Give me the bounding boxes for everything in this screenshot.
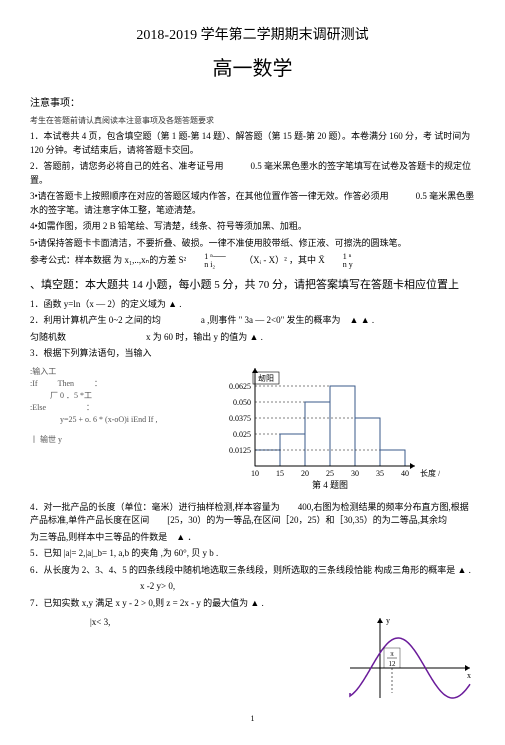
histogram: 刼阳 0.0625 0.050 0.0375 0.025 0.0125 10 15 20 25 30… [210, 366, 475, 496]
page-number: 1 [30, 713, 475, 725]
formula-row: 参考公式：样本数据 为 x₁,..,xₙ的方差 S² 1 ⁿ⸺ n i₂ （Xᵢ… [30, 253, 475, 269]
notice-sub: 考生在答题前请认真阅读本注意事项及各题答题要求 [30, 115, 475, 127]
svg-text:0.0375: 0.0375 [229, 414, 251, 423]
svg-text:40: 40 [401, 469, 409, 478]
formula-label: 参考公式：样本数据 为 x₁,..,xₙ的方差 S² [30, 254, 186, 268]
svg-text:0.025: 0.025 [233, 430, 251, 439]
curve-figure: y x π 12 [345, 613, 475, 703]
notice-title: 注意事项： [30, 96, 475, 111]
svg-text:12: 12 [389, 660, 397, 668]
code-l5: 厂 0 ．5 *工 [50, 390, 210, 402]
svg-text:x: x [467, 671, 471, 680]
svg-text:30: 30 [351, 469, 359, 478]
q7b: |x< 3, [90, 616, 345, 630]
q4b: 为三等品,则样本中三等品的件数是 ▲ ． [30, 531, 475, 545]
code-l9: 丨 输世 y [30, 434, 210, 446]
q6a: 6．从长度为 2、3、4、5 的四条线段中随机地选取三条线段，则所选取的三条线段… [30, 564, 475, 578]
notice-4: 4•如需作图，须用 2 B 铅笔绘、写清楚，线条、符号等须加黑、加粗。 [30, 220, 475, 234]
notice-2: 2．答题前，请您务必将自己的姓名、准考证号用 0.5 毫米黑色墨水的签字笔填写在… [30, 160, 475, 187]
code-l8: y=25 + o. 6 * (x-oO)i iEnd If , [60, 414, 210, 426]
code-l6: :Else [30, 402, 46, 414]
code-l1: :输入工 [30, 366, 210, 378]
svg-text:0.0625: 0.0625 [229, 382, 251, 391]
svg-text:y: y [386, 616, 390, 625]
q3: 3．根据下列算法语句，当输入 [30, 347, 475, 361]
svg-text:20: 20 [301, 469, 309, 478]
q6b: x -2 y> 0, [140, 580, 475, 594]
formula-r1: （Xᵢ - X）² ，其中 X̄ [244, 254, 325, 268]
q4a: 4．对一批产品的长度（单位：毫米）进行抽样检测,样本容量为 400,右图为检测结… [30, 501, 475, 528]
svg-text:10: 10 [251, 469, 259, 478]
q2d: x 为 60 时，输出 y 的值为 ▲ . [146, 331, 263, 345]
svg-text:第 4 题图: 第 4 题图 [312, 479, 348, 490]
exam-header-line1: 2018-2019 学年第二学期期末调研测试 [30, 25, 475, 46]
notice-1: 1．本试卷共 4 页，包含填空题（第 1 题-第 14 题）、解答题（第 15 … [30, 130, 475, 157]
svg-text:0.050: 0.050 [233, 398, 251, 407]
q2-row: 2．利用计算机产生 0~2 之间的均 a ,则事件 " 3a — 2<0" 发生… [30, 314, 475, 328]
code-block: :输入工 :If Then ： 厂 0 ．5 *工 :Else ： y=25 +… [30, 366, 210, 446]
svg-text:0.0125: 0.0125 [229, 446, 251, 455]
notice-3: 3•请在答题卡上按照顺序在对应的答题区域内作答，在其他位置作答一律无效。作答必须… [30, 190, 475, 217]
svg-text:长度 / 毫米: 长度 / 毫米 [420, 468, 440, 478]
code-l7: ： [86, 402, 94, 414]
q2c: 匀随机数 [30, 331, 66, 345]
curve-svg: y x π 12 [345, 613, 475, 703]
svg-text:15: 15 [276, 469, 284, 478]
svg-text:35: 35 [376, 469, 384, 478]
formula-r2-bot: n y [343, 261, 353, 269]
svg-text:刼阳: 刼阳 [258, 373, 274, 383]
q7a: 7．已知实数 x,y 满足 x y - 2 > 0,则 z = 2x - y 的… [30, 597, 475, 611]
chart-area: :输入工 :If Then ： 厂 0 ．5 *工 :Else ： y=25 +… [30, 366, 475, 496]
q5: 5．已知 |a|= 2,|a|_b= 1, a,b 的夹角 ,为 60°, 贝 … [30, 547, 475, 561]
q1: 1．函数 y=ln（x — 2）的定义域为 ▲ . [30, 298, 475, 312]
code-l4: ： [94, 378, 102, 390]
svg-text:25: 25 [326, 469, 334, 478]
code-l2: :If [30, 378, 38, 390]
notice-5: 5•请保持答题卡卡面清洁，不要折叠、破损。一律不准使用胶带纸、修正液、可擦洗的圆… [30, 237, 475, 251]
formula-mid-bot: n i₂ [204, 261, 226, 269]
svg-text:π: π [390, 650, 394, 658]
q2c-row: 匀随机数 x 为 60 时，输出 y 的值为 ▲ . [30, 331, 475, 345]
q2a: 2．利用计算机产生 0~2 之间的均 [30, 314, 161, 328]
code-l3: Then [58, 378, 74, 390]
histogram-svg: 刼阳 0.0625 0.050 0.0375 0.025 0.0125 10 15 20 25 30… [210, 366, 440, 496]
exam-header-line2: 高一数学 [30, 54, 475, 84]
q2b: a ,则事件 " 3a — 2<0" 发生的概率为 ▲ ▲ . [201, 314, 374, 328]
fill-section-title: 、填空题：本大题共 14 小题，每小题 5 分，共 70 分，请把答案填写在答题… [30, 277, 475, 294]
